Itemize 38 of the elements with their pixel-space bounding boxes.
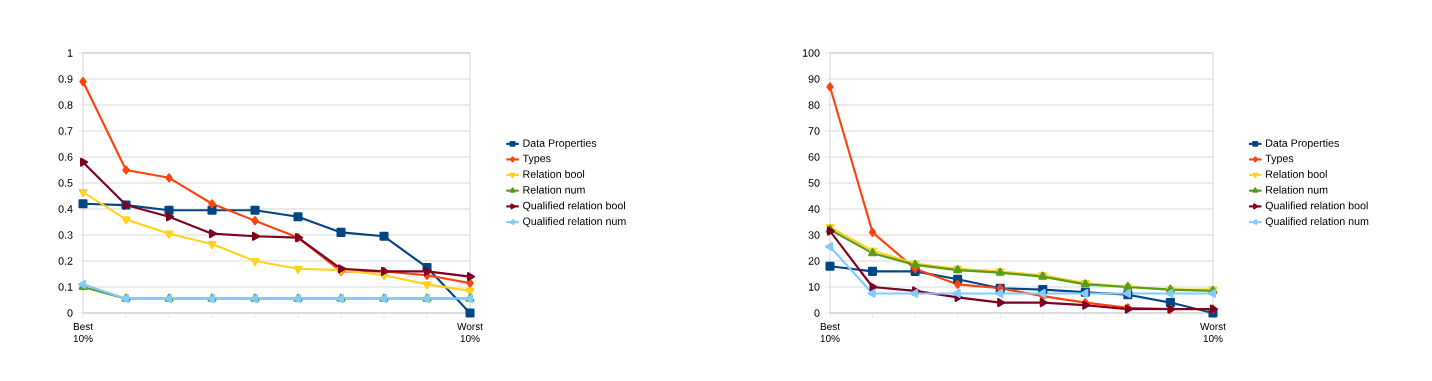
y-tick-label: 0.7 <box>58 127 73 135</box>
legend-label: Qualified relation num <box>523 217 626 227</box>
y-tick-label: 0.2 <box>58 257 73 265</box>
y-tick-label: 0.6 <box>58 153 73 161</box>
y-tick-label: 0.8 <box>58 101 73 109</box>
y-tick-label: 20 <box>808 257 820 265</box>
y-tick-label: 50 <box>808 179 820 187</box>
x-tick-label: Best 10% <box>820 323 840 343</box>
legend-label: Qualified relation bool <box>1265 201 1368 212</box>
y-tick-label: 10 <box>808 283 820 291</box>
x-tick-label: Worst 10% <box>1200 323 1226 343</box>
legend-label: Relation num <box>1266 185 1328 194</box>
y-tick-label: 0 <box>67 309 73 317</box>
y-tick-label: 40 <box>808 205 820 213</box>
legend-label: Types <box>522 154 551 165</box>
y-tick-label: 1 <box>67 49 73 57</box>
legend-label: Qualified relation num <box>1265 217 1369 227</box>
y-tick-label: 90 <box>808 75 820 83</box>
y-tick-label: 70 <box>808 127 820 135</box>
y-tick-label: 0.9 <box>58 75 73 83</box>
y-tick-label: 30 <box>808 231 820 239</box>
legend-label: Relation bool <box>1266 170 1327 178</box>
y-tick-label: 0.1 <box>58 283 73 291</box>
legend-label: Qualified relation bool <box>523 201 625 212</box>
y-tick-label: 0 <box>814 309 820 317</box>
legend-label: Data Properties <box>1266 138 1339 149</box>
x-tick-label: Best 10% <box>73 323 93 343</box>
x-tick-label: Worst 10% <box>457 323 483 343</box>
legend-label: Types <box>1265 154 1294 165</box>
y-tick-label: 0.4 <box>58 205 73 213</box>
legend-label: Data Properties <box>523 138 597 149</box>
legend-label: Relation bool <box>523 170 585 178</box>
y-tick-label: 80 <box>808 101 820 109</box>
y-tick-label: 100 <box>802 49 820 57</box>
legend-label: Relation num <box>523 185 585 194</box>
y-tick-label: 0.5 <box>58 179 73 187</box>
y-tick-label: 60 <box>808 153 820 161</box>
y-tick-label: 0.3 <box>58 231 73 239</box>
